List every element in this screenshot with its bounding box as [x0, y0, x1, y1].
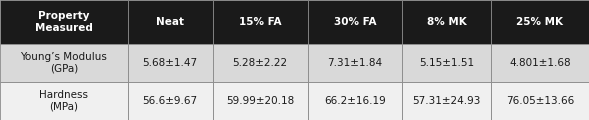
Text: Property
Measured: Property Measured — [35, 11, 92, 33]
Bar — [307, 0, 402, 44]
Text: 25% MK: 25% MK — [517, 17, 564, 27]
Bar — [128, 82, 213, 120]
Text: 4.801±1.68: 4.801±1.68 — [509, 58, 571, 68]
Text: 76.05±13.66: 76.05±13.66 — [506, 96, 574, 106]
Bar — [213, 44, 307, 82]
Text: 5.28±2.22: 5.28±2.22 — [233, 58, 287, 68]
Text: 57.31±24.93: 57.31±24.93 — [412, 96, 481, 106]
Text: 30% FA: 30% FA — [334, 17, 376, 27]
Bar — [491, 44, 589, 82]
Text: 56.6±9.67: 56.6±9.67 — [143, 96, 198, 106]
Bar — [307, 82, 402, 120]
Bar — [402, 0, 491, 44]
Bar — [402, 82, 491, 120]
Bar — [0, 82, 128, 120]
Text: 5.68±1.47: 5.68±1.47 — [143, 58, 198, 68]
Bar — [128, 44, 213, 82]
Text: 5.15±1.51: 5.15±1.51 — [419, 58, 474, 68]
Bar — [128, 0, 213, 44]
Bar — [491, 0, 589, 44]
Bar — [0, 44, 128, 82]
Text: Young’s Modulus
(GPa): Young’s Modulus (GPa) — [21, 52, 107, 74]
Bar — [213, 82, 307, 120]
Bar — [213, 0, 307, 44]
Text: Hardness
(MPa): Hardness (MPa) — [39, 90, 88, 112]
Text: 59.99±20.18: 59.99±20.18 — [226, 96, 294, 106]
Bar — [307, 44, 402, 82]
Bar — [0, 0, 128, 44]
Bar — [491, 82, 589, 120]
Text: 8% MK: 8% MK — [427, 17, 466, 27]
Text: 7.31±1.84: 7.31±1.84 — [327, 58, 383, 68]
Text: 66.2±16.19: 66.2±16.19 — [324, 96, 386, 106]
Text: 15% FA: 15% FA — [239, 17, 282, 27]
Text: Neat: Neat — [156, 17, 184, 27]
Bar — [402, 44, 491, 82]
